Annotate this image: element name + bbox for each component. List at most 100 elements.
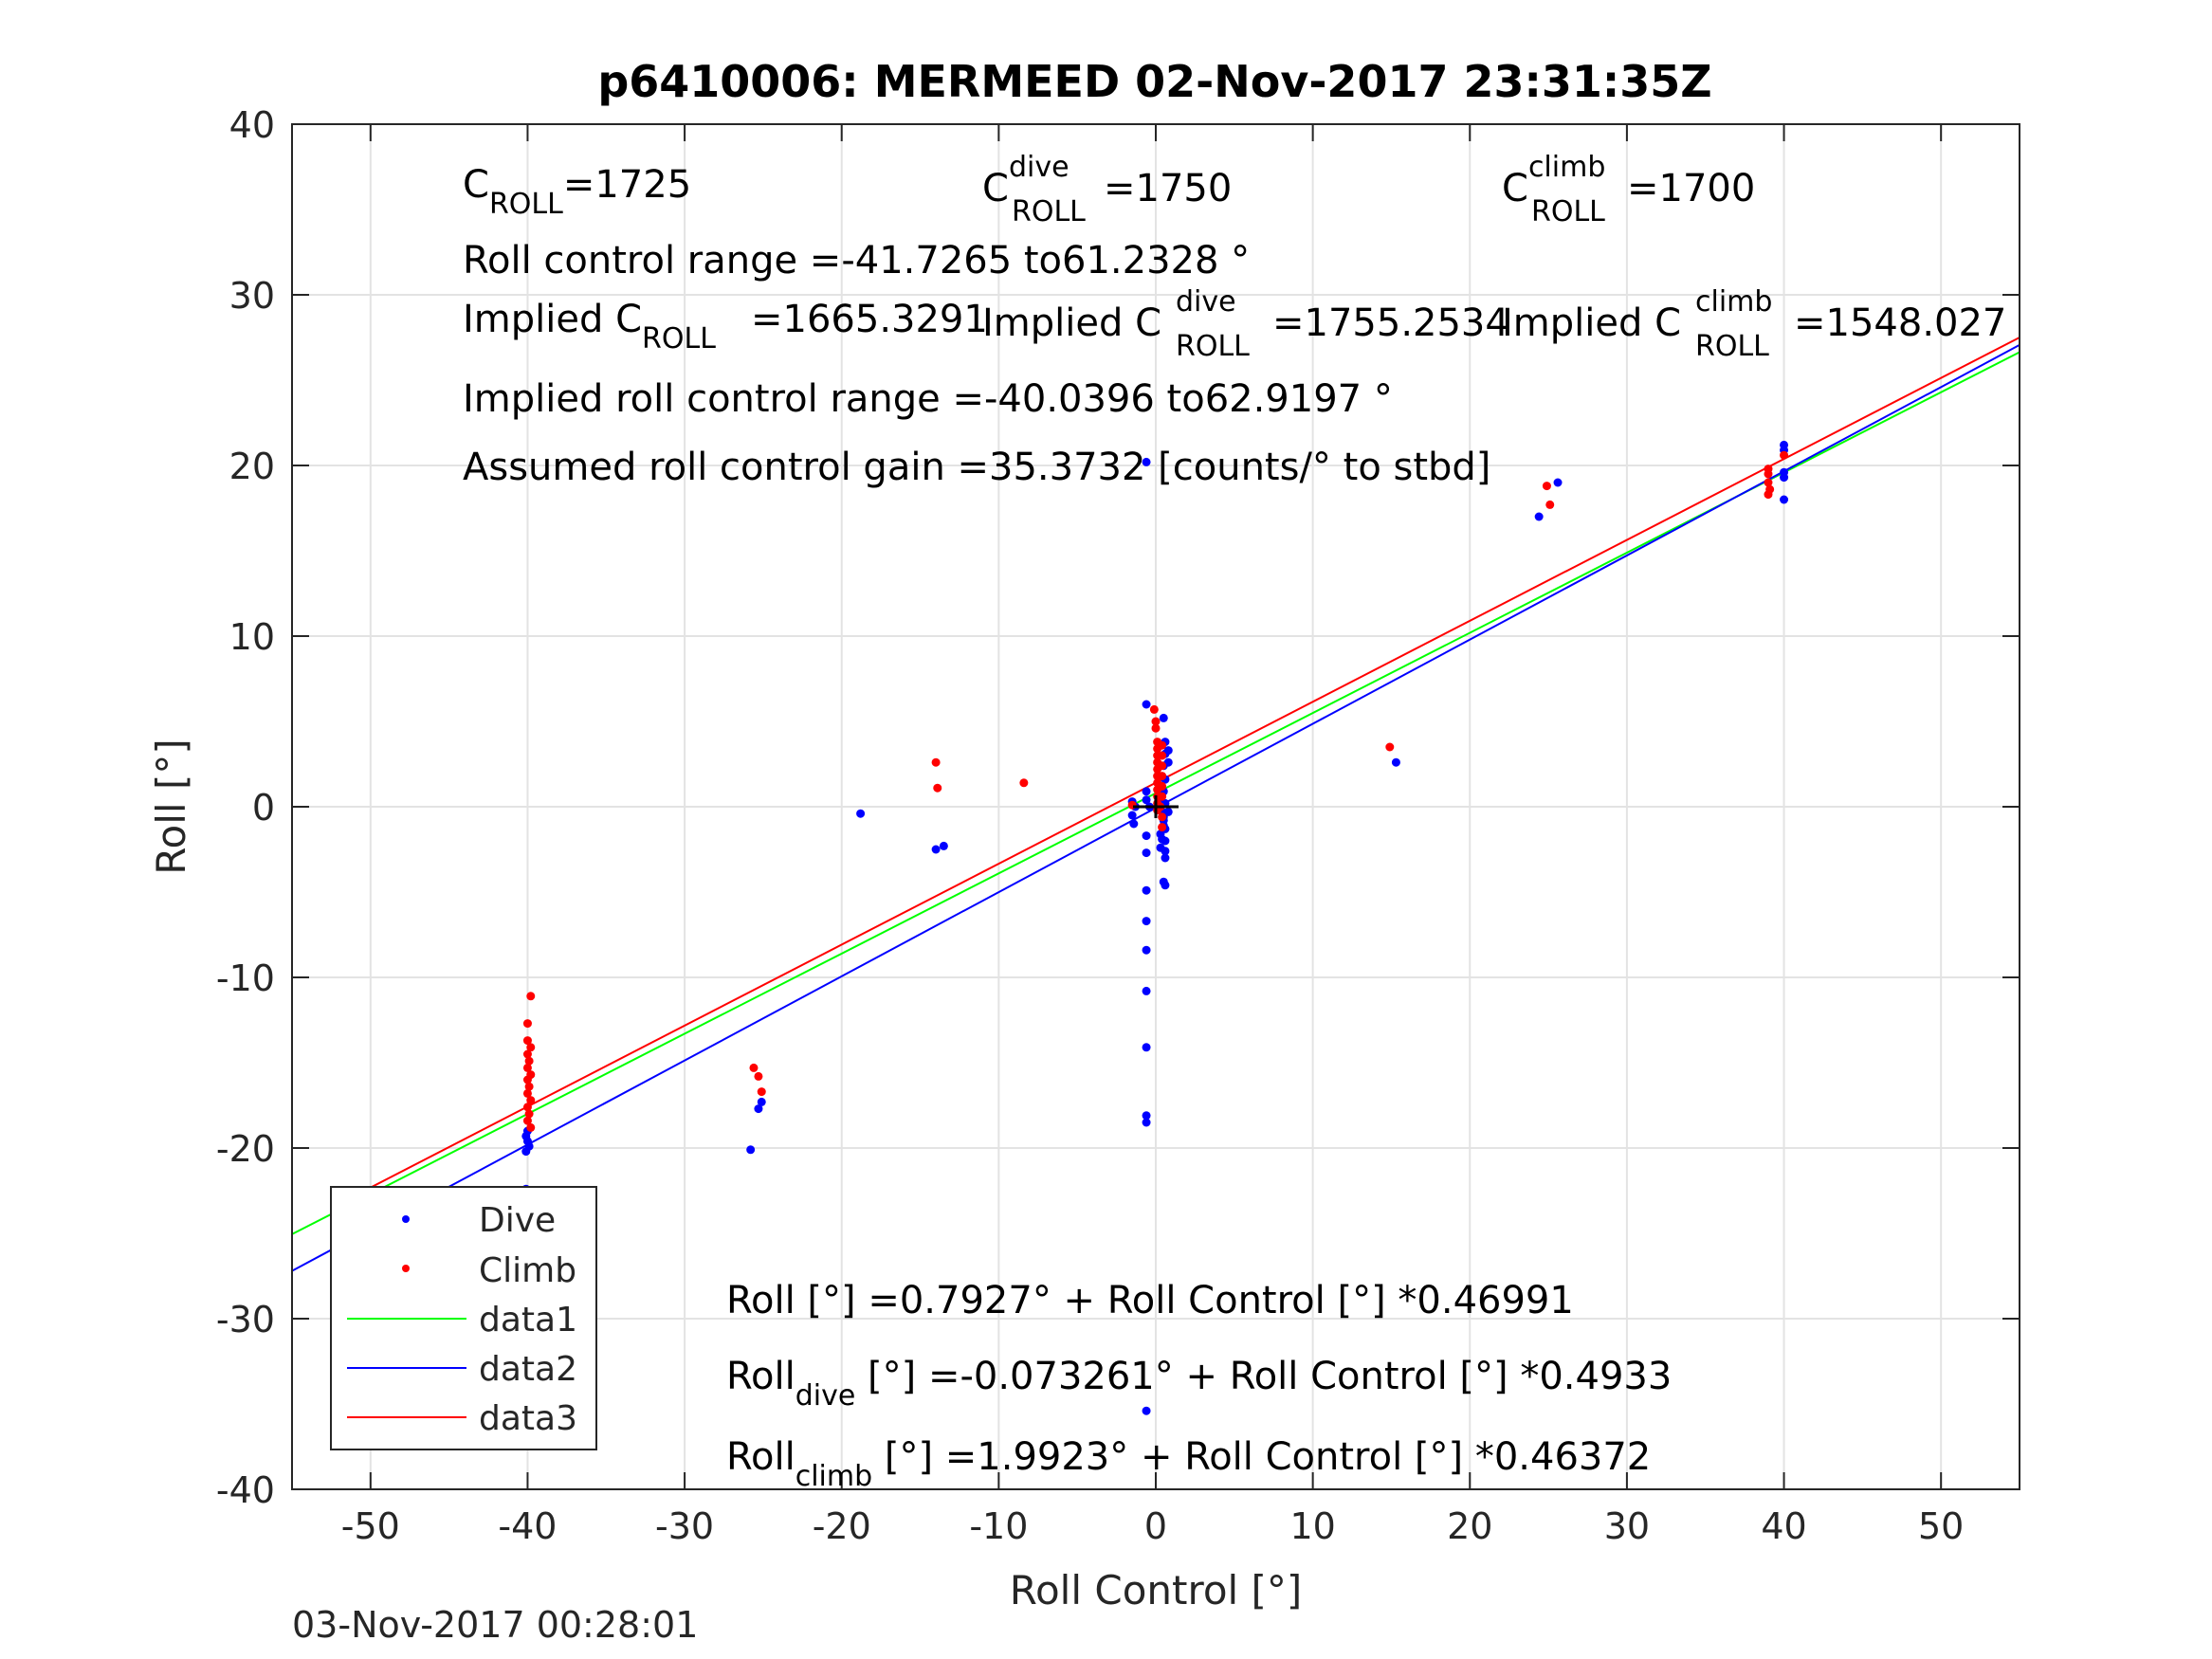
data-points <box>404 440 1789 1415</box>
axis-ticks <box>292 123 2020 1490</box>
climb-point <box>1158 792 1167 801</box>
implied-c-roll-prefix: Implied C <box>463 298 642 341</box>
x-axis-label: Roll Control [°] <box>1010 1567 1303 1613</box>
y-tick-label: 10 <box>229 616 275 658</box>
dive-point <box>1129 819 1139 829</box>
c-roll-base: C <box>463 163 489 207</box>
dive-point <box>1142 831 1151 841</box>
climb-point <box>522 1088 532 1098</box>
climb-point <box>749 1063 759 1072</box>
climb-point <box>524 1082 534 1091</box>
implied-c-roll-climb-value: =1548.027 <box>1794 301 2006 345</box>
c-roll-climb-sup: climb <box>1528 151 1605 184</box>
x-tick-label: -40 <box>498 1505 557 1547</box>
climb-point <box>1764 469 1773 479</box>
climb-point <box>757 1087 766 1097</box>
dive-point <box>1161 881 1170 890</box>
dive-point <box>1142 1111 1151 1121</box>
legend-data1-label: data1 <box>479 1301 577 1340</box>
dive-point <box>931 845 941 854</box>
c-roll-dive-base: C <box>982 167 1009 210</box>
fit-dive-sub: dive <box>795 1379 856 1413</box>
implied-c-roll-climb-annotation: Implied C climb ROLL =1548.027 <box>1502 285 2006 363</box>
climb-point <box>1158 823 1167 832</box>
dive-point <box>1142 1406 1151 1415</box>
fit-climb-sub: climb <box>795 1460 872 1493</box>
climb-point <box>1149 704 1159 714</box>
tick-labels: -50 -40 -30 -20 -10 0 10 20 30 40 50 -40 -30 -20 -10 0 1… <box>216 104 1964 1547</box>
x-tick-label: -10 <box>969 1505 1028 1547</box>
climb-point <box>524 1056 534 1066</box>
dive-point <box>1534 512 1544 521</box>
c-roll-value: =1725 <box>563 163 691 207</box>
climb-point <box>524 1109 534 1119</box>
climb-point <box>522 1075 532 1085</box>
fit-dive-base: Roll <box>726 1355 795 1398</box>
dive-point <box>1142 795 1151 805</box>
roll-control-range-text: Roll control range =-41.7265 to61.2328 ° <box>463 239 1250 283</box>
y-tick-label: -40 <box>216 1469 275 1511</box>
climb-point <box>931 757 941 767</box>
climb-point <box>526 992 536 1001</box>
implied-c-roll-sub: ROLL <box>642 322 716 356</box>
dive-point <box>1142 848 1151 858</box>
legend-data2-label: data2 <box>479 1350 577 1389</box>
chart-title: p6410006: MERMEED 02-Nov-2017 23:31:35Z <box>597 56 1711 107</box>
climb-point <box>1764 478 1773 487</box>
implied-c-roll-dive-prefix: Implied C <box>982 301 1161 345</box>
y-tick-label: -10 <box>216 957 275 999</box>
climb-point <box>522 1036 532 1046</box>
dive-point <box>1391 757 1400 767</box>
climb-point <box>1158 812 1167 822</box>
climb-point <box>1158 781 1167 791</box>
x-tick-label: 20 <box>1447 1505 1492 1547</box>
climb-point <box>933 783 942 793</box>
c-roll-dive-sub: ROLL <box>1012 195 1086 228</box>
c-roll-climb-value: =1700 <box>1627 167 1755 210</box>
fit-line-data3 <box>330 337 2020 1209</box>
c-roll-climb-base: C <box>1502 167 1528 210</box>
y-tick-label: 20 <box>229 446 275 487</box>
climb-point <box>526 1043 536 1052</box>
annotations: CROLL=1725 Cdive ROLL=1750 Cclimb ROLL=170… <box>463 151 2006 1493</box>
y-tick-label: 0 <box>252 787 275 829</box>
implied-c-roll-dive-sub: ROLL <box>1176 330 1250 363</box>
legend-climb-label: Climb <box>479 1251 576 1290</box>
dive-point <box>757 1097 766 1106</box>
c-roll-dive-value: =1750 <box>1104 167 1232 210</box>
footer-timestamp: 03-Nov-2017 00:28:01 <box>292 1604 698 1646</box>
implied-c-roll-annotation: Implied CROLL =1665.3291 <box>463 298 988 356</box>
y-tick-label: 30 <box>229 275 275 317</box>
dive-point <box>1163 746 1173 756</box>
x-tick-label: 50 <box>1918 1505 1964 1547</box>
dive-point <box>1163 807 1173 816</box>
y-tick-label: 40 <box>229 104 275 146</box>
x-tick-label: -20 <box>813 1505 871 1547</box>
climb-point <box>1151 723 1161 733</box>
climb-point <box>754 1071 763 1081</box>
implied-c-roll-dive-value: =1755.2534 <box>1272 301 1509 345</box>
legend-dive-label: Dive <box>479 1201 556 1240</box>
climb-point <box>1542 482 1551 491</box>
climb-point <box>1151 717 1161 726</box>
x-tick-label: 30 <box>1604 1505 1650 1547</box>
plot-content <box>292 337 2020 1415</box>
implied-c-roll-climb-sub: ROLL <box>1695 330 1769 363</box>
climb-point <box>526 1122 536 1132</box>
fit-dive-annotation: Rolldive [°] =-0.073261° + Roll Control … <box>726 1355 1672 1413</box>
implied-roll-control-range-text: Implied roll control range =-40.0396 to6… <box>463 377 1393 421</box>
y-tick-label: -30 <box>216 1299 275 1340</box>
dive-point <box>1161 853 1170 863</box>
fit-climb-base: Roll <box>726 1435 795 1479</box>
legend-climb-marker <box>402 1265 410 1272</box>
climb-point <box>1019 778 1029 788</box>
fit-climb-text: [°] =1.9923° + Roll Control [°] *0.46372 <box>872 1435 1651 1479</box>
climb-point <box>522 1116 532 1125</box>
climb-point <box>1764 490 1773 500</box>
dive-point <box>1780 495 1789 504</box>
dive-point <box>856 809 866 818</box>
climb-point <box>1158 740 1167 750</box>
dive-point <box>1161 836 1170 846</box>
fit-all-text: Roll [°] =0.7927° + Roll Control [°] *0.… <box>726 1279 1574 1322</box>
x-tick-label: 0 <box>1144 1505 1167 1547</box>
